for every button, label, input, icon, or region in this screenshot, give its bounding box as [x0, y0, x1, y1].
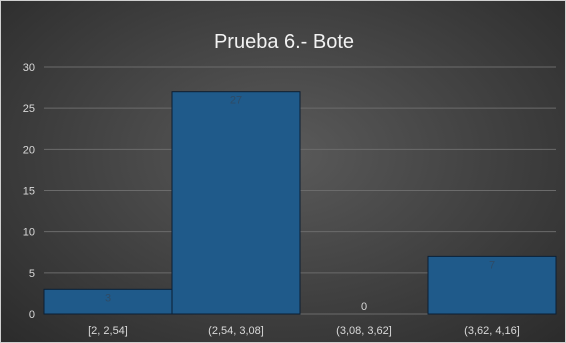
- y-tick-label: 0: [29, 309, 35, 321]
- y-tick-label: 20: [23, 144, 35, 156]
- bar: [171, 91, 301, 315]
- data-label: 0: [361, 301, 367, 313]
- x-tick-label: (3,08, 3,62]: [336, 325, 392, 337]
- chart-title: Prueba 6.- Bote: [214, 31, 354, 53]
- data-label: 3: [105, 292, 111, 304]
- x-axis-ticks: [2, 2,54] (2,54, 3,08] (3,08, 3,62] (3,62, …: [88, 325, 520, 337]
- y-tick-label: 25: [23, 103, 35, 115]
- data-label: 7: [489, 259, 495, 271]
- y-tick-label: 5: [29, 268, 35, 280]
- y-tick-label: 30: [23, 62, 35, 74]
- y-tick-label: 10: [23, 227, 35, 239]
- data-label: 27: [230, 95, 242, 107]
- data-labels: 3 27 0 7: [105, 95, 495, 313]
- x-tick-label: [2, 2,54]: [88, 325, 128, 337]
- y-tick-label: 15: [23, 186, 35, 198]
- bar: [427, 255, 557, 315]
- bar: [43, 288, 173, 315]
- x-tick-label: (3,62, 4,16]: [464, 325, 520, 337]
- x-tick-label: (2,54, 3,08]: [208, 325, 264, 337]
- y-axis-ticks: 0 5 10 15 20 25 30: [23, 62, 35, 321]
- bars: [43, 91, 557, 315]
